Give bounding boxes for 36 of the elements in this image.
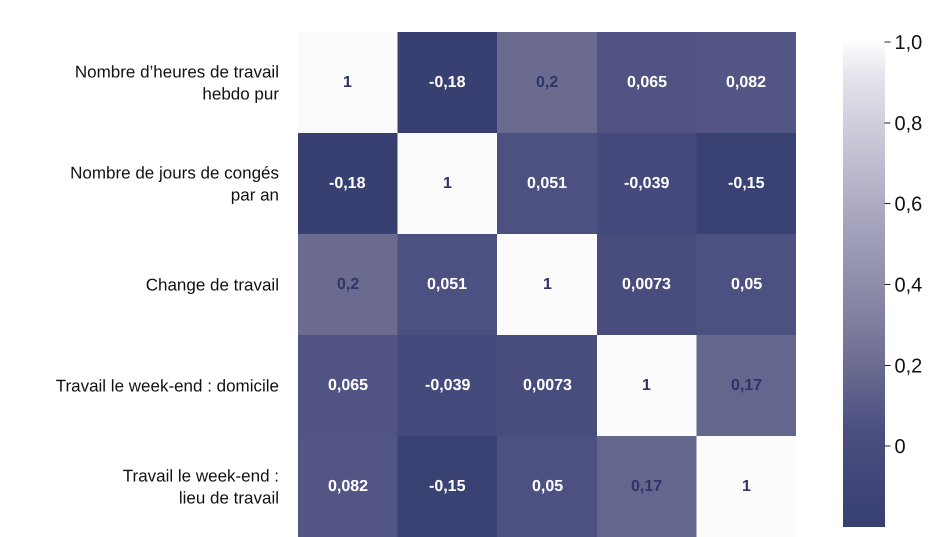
y-tick-label: Nombre d’heures de travail hebdo pur [74,62,280,104]
data-label: 0,05 [731,276,762,293]
color-bar-label: 0,2 [894,355,922,378]
color-bar-label: 0,4 [894,274,922,296]
data-label: -0,18 [429,74,466,91]
data-label: -0,18 [329,175,366,192]
data-label: 0,051 [427,276,468,293]
y-tick-label: Change de travail [146,275,279,294]
data-label: 0,0073 [622,276,672,293]
data-label: -0,039 [624,175,670,192]
data-label: 0,17 [631,478,662,495]
data-label: 0,065 [627,74,668,91]
color-bar-label: 1,0 [894,32,922,54]
data-label: 1 [642,377,651,394]
data-label: -0,039 [425,377,470,394]
data-label: 0,2 [337,276,360,293]
data-label: -0,15 [429,478,466,495]
y-tick-label: Travail le week-end : domicile [56,376,279,396]
data-label: 0,2 [536,74,558,91]
data-label: 1 [543,276,552,293]
color-bar-label: 0 [894,436,906,458]
data-label: 1 [742,478,751,495]
data-label: 0,17 [731,377,762,394]
data-label: 1 [343,74,352,91]
color-bar-label: 0,6 [894,194,922,216]
data-label: -0,15 [728,175,765,192]
data-label: 0,05 [532,478,564,495]
data-label: 0,0073 [523,377,572,394]
y-tick-label: Travail le week-end : lieu de travail [122,466,279,508]
data-label: 0,051 [527,175,568,192]
data-label: 0,082 [726,74,766,91]
y-tick-label: Nombre de jours de congés par an [70,163,279,204]
data-label: 0,082 [328,478,368,495]
data-label: 0,065 [328,377,368,394]
color-bar-label: 0,8 [894,112,922,135]
data-label: 1 [443,175,452,192]
